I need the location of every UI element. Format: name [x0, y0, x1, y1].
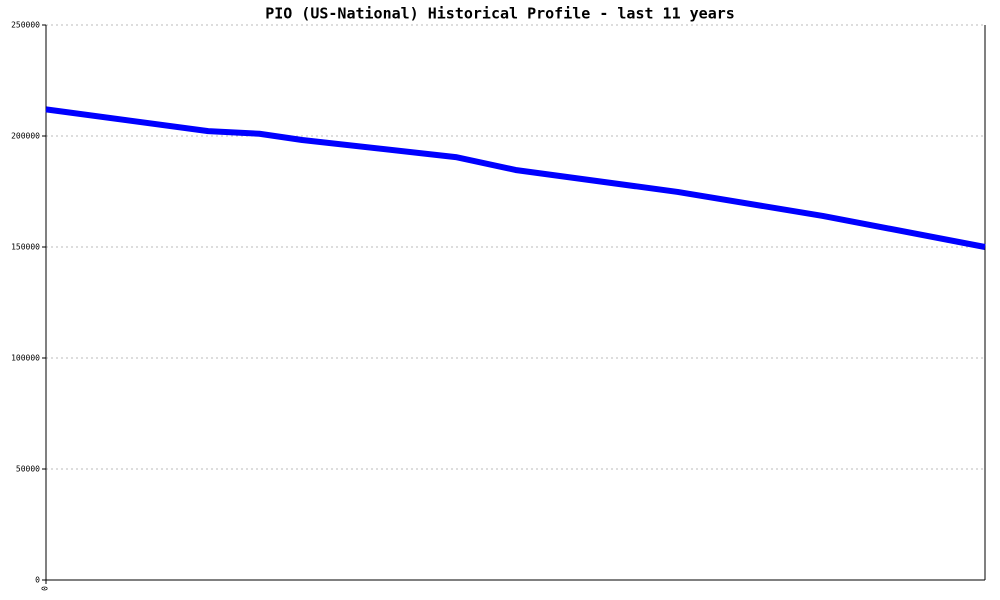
- y-tick-label: 150000: [11, 243, 40, 252]
- y-tick-label: 0: [35, 576, 40, 585]
- y-tick-label: 200000: [11, 132, 40, 141]
- x-tick-label: 0: [41, 586, 50, 591]
- y-tick-label: 100000: [11, 354, 40, 363]
- y-tick-label: 50000: [16, 465, 40, 474]
- chart-title: PIO (US-National) Historical Profile - l…: [265, 5, 735, 23]
- line: [45, 106, 986, 250]
- y-tick-label: 250000: [11, 21, 40, 30]
